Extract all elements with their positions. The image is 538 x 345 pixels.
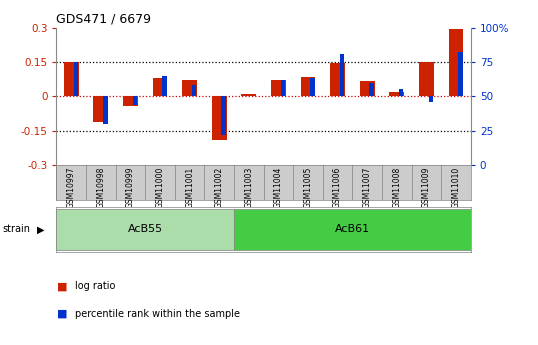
- Bar: [360, 81, 374, 96]
- Bar: [162, 76, 167, 96]
- Bar: [340, 54, 344, 96]
- Text: GSM11000: GSM11000: [155, 167, 165, 208]
- Bar: [192, 85, 196, 96]
- Text: AcB55: AcB55: [128, 225, 163, 234]
- Bar: [64, 62, 79, 96]
- Bar: [330, 63, 345, 96]
- Bar: [234, 209, 471, 250]
- Bar: [281, 80, 285, 96]
- Bar: [419, 62, 434, 96]
- Bar: [56, 209, 234, 250]
- Bar: [310, 78, 315, 96]
- Bar: [271, 80, 286, 96]
- Text: ▶: ▶: [37, 225, 44, 234]
- Text: log ratio: log ratio: [75, 282, 116, 291]
- Bar: [153, 78, 167, 96]
- Bar: [222, 96, 226, 135]
- Text: GSM10997: GSM10997: [67, 167, 76, 208]
- Bar: [390, 92, 404, 96]
- Text: GSM11001: GSM11001: [185, 167, 194, 208]
- Text: GSM11003: GSM11003: [244, 167, 253, 208]
- Bar: [133, 96, 137, 105]
- Text: GSM11009: GSM11009: [422, 167, 431, 208]
- Text: ■: ■: [56, 309, 67, 319]
- Bar: [212, 96, 226, 140]
- Bar: [429, 96, 433, 102]
- Text: GDS471 / 6679: GDS471 / 6679: [56, 12, 152, 25]
- Text: GSM11002: GSM11002: [215, 167, 224, 208]
- Text: GSM10998: GSM10998: [96, 167, 105, 208]
- Text: GSM11006: GSM11006: [333, 167, 342, 208]
- Bar: [242, 94, 256, 96]
- Text: GSM11008: GSM11008: [392, 167, 401, 208]
- Text: GSM11007: GSM11007: [363, 167, 372, 208]
- Text: GSM11005: GSM11005: [303, 167, 313, 208]
- Text: strain: strain: [3, 225, 31, 234]
- Text: GSM11004: GSM11004: [274, 167, 283, 208]
- Bar: [301, 77, 315, 96]
- Text: GSM11010: GSM11010: [451, 167, 461, 208]
- Text: GSM10999: GSM10999: [126, 167, 135, 208]
- Bar: [74, 62, 78, 96]
- Text: ■: ■: [56, 282, 67, 291]
- Bar: [399, 89, 404, 96]
- Bar: [182, 80, 197, 96]
- Text: AcB61: AcB61: [335, 225, 370, 234]
- Bar: [94, 96, 108, 121]
- Bar: [103, 96, 108, 124]
- Bar: [449, 29, 463, 96]
- Text: percentile rank within the sample: percentile rank within the sample: [75, 309, 240, 319]
- Bar: [123, 96, 138, 106]
- Bar: [458, 52, 463, 96]
- Bar: [370, 82, 374, 96]
